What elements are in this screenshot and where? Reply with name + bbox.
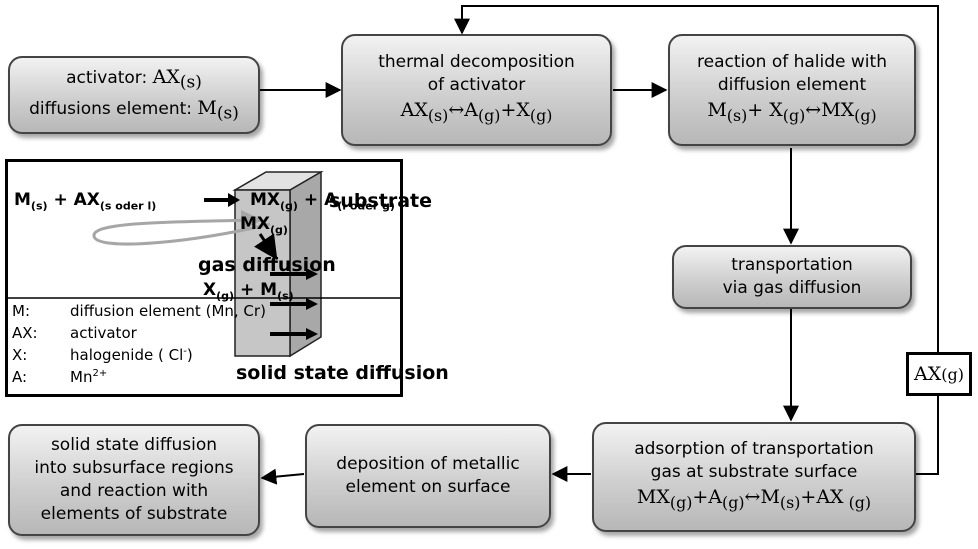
legend-row: AX: activator: [12, 324, 137, 342]
adsorption-formula: MX(g)+A(g)↔M(s)+AX (g): [636, 486, 872, 512]
diffusion-element-line: diffusions element: M(s): [29, 97, 239, 124]
feedback-label: AX (g): [906, 352, 972, 396]
box-activator: activator: AX(s) diffusions element: M(s…: [8, 56, 260, 134]
legend-row: A: Mn2+: [12, 368, 108, 386]
box-thermal-decomposition: thermal decomposition of activator AX(s)…: [341, 34, 612, 146]
solid-state-diffusion-label: solid state diffusion: [236, 362, 449, 384]
arrow-feedback-loop: [454, 5, 939, 475]
box-adsorption: adsorption of transportation gas at subs…: [592, 422, 916, 532]
legend-row: X: halogenide ( Cl-): [12, 346, 193, 364]
deposition-line-1: deposition of metallic: [336, 454, 520, 474]
solid-line-4: elements of substrate: [40, 504, 228, 524]
reaction-equation-right: MX(g) + A(l oder g): [250, 190, 395, 213]
mechanism-inset: M(s) + AX(s oder l) MX(g) + A(l oder g) …: [5, 159, 449, 397]
solid-line-1: solid state diffusion: [50, 435, 218, 455]
deposition-line-2: element on surface: [345, 477, 511, 497]
gas-diffusion-arrow: [92, 209, 271, 246]
box-solid-state-diffusion: solid state diffusion into subsurface re…: [8, 424, 260, 536]
substrate-block-front: [234, 189, 291, 357]
box-halide-reaction: reaction of halide with diffusion elemen…: [668, 34, 916, 146]
activator-line: activator: AX(s): [66, 65, 202, 92]
legend: M: diffusion element (Mn, Cr) AX: activato…: [12, 302, 266, 390]
adsorption-line-2: gas at substrate surface: [650, 462, 858, 483]
halide-line-2: diffusion element: [717, 75, 867, 96]
legend-row: M: diffusion element (Mn, Cr): [12, 302, 266, 320]
reaction-arrow-head: [228, 193, 240, 207]
inset-graphics: [8, 170, 400, 358]
solid-line-2: into subsurface regions: [34, 458, 234, 478]
reaction-equation-left: M(s) + AX(s oder l): [14, 190, 157, 213]
thermal-line-1: thermal decomposition: [378, 52, 575, 73]
thermal-formula: AX(s)↔A(g)+X(g): [400, 99, 553, 125]
adsorption-line-1: adsorption of transportation: [634, 439, 874, 460]
mx-down-arrow: [254, 233, 278, 260]
solid-line-3: and reaction with: [59, 481, 209, 501]
halide-line-1: reaction of halide with: [697, 52, 887, 73]
halide-formula: M(s)+ X(g)↔MX(g): [707, 99, 877, 125]
arrow-deposition-to-solid: [260, 468, 305, 485]
box-deposition: deposition of metallic element on surfac…: [305, 424, 551, 528]
substrate-label: substrate: [329, 190, 432, 212]
thermal-line-2: of activator: [427, 75, 526, 96]
transport-line-1: transportation: [731, 255, 853, 275]
gas-diffusion-label: gas diffusion: [198, 254, 336, 276]
transport-line-2: via gas diffusion: [722, 278, 862, 298]
x-plus-m-on-substrate: X(g) + M(s): [203, 280, 294, 303]
mx-on-substrate: MX(g): [240, 214, 288, 237]
box-transportation: transportation via gas diffusion: [672, 245, 912, 309]
